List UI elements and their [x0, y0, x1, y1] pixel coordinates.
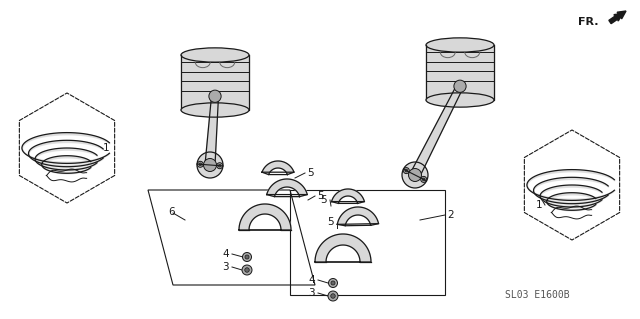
- Text: 2: 2: [447, 210, 454, 220]
- Polygon shape: [337, 207, 378, 226]
- Circle shape: [328, 278, 337, 287]
- Text: 4: 4: [308, 275, 315, 285]
- Ellipse shape: [426, 93, 494, 107]
- Circle shape: [454, 80, 466, 93]
- Circle shape: [408, 168, 422, 182]
- Circle shape: [331, 294, 335, 298]
- Polygon shape: [267, 179, 307, 197]
- Circle shape: [328, 291, 338, 301]
- Circle shape: [243, 253, 252, 262]
- Text: 6: 6: [168, 207, 175, 217]
- Text: 5: 5: [317, 191, 324, 201]
- Text: 3: 3: [308, 288, 315, 298]
- Text: 5: 5: [307, 168, 314, 178]
- Circle shape: [245, 255, 249, 259]
- Text: 1: 1: [536, 200, 542, 210]
- Ellipse shape: [181, 48, 249, 62]
- Polygon shape: [426, 45, 494, 100]
- Circle shape: [204, 159, 216, 172]
- Polygon shape: [205, 96, 218, 165]
- Circle shape: [405, 169, 408, 172]
- Text: FR.: FR.: [578, 17, 598, 27]
- Text: 5: 5: [321, 195, 327, 205]
- Polygon shape: [239, 204, 291, 230]
- Text: 1: 1: [103, 143, 109, 153]
- Circle shape: [244, 268, 249, 272]
- Polygon shape: [315, 234, 371, 262]
- Polygon shape: [332, 189, 364, 204]
- Circle shape: [402, 162, 428, 188]
- Text: SL03 E1600B: SL03 E1600B: [505, 290, 570, 300]
- Circle shape: [422, 178, 425, 181]
- Text: 5: 5: [328, 217, 334, 227]
- Circle shape: [197, 161, 204, 167]
- Circle shape: [420, 176, 427, 182]
- Circle shape: [331, 281, 335, 285]
- Circle shape: [209, 90, 221, 102]
- Circle shape: [197, 152, 223, 178]
- Ellipse shape: [426, 38, 494, 52]
- FancyArrow shape: [609, 11, 626, 24]
- Ellipse shape: [181, 103, 249, 117]
- Text: 4: 4: [222, 249, 229, 259]
- Polygon shape: [181, 55, 249, 110]
- Circle shape: [199, 163, 202, 166]
- Circle shape: [403, 167, 410, 174]
- Text: 3: 3: [222, 262, 229, 272]
- Circle shape: [242, 265, 252, 275]
- Polygon shape: [410, 85, 463, 177]
- Polygon shape: [262, 161, 294, 174]
- Circle shape: [217, 163, 223, 169]
- Circle shape: [218, 164, 221, 167]
